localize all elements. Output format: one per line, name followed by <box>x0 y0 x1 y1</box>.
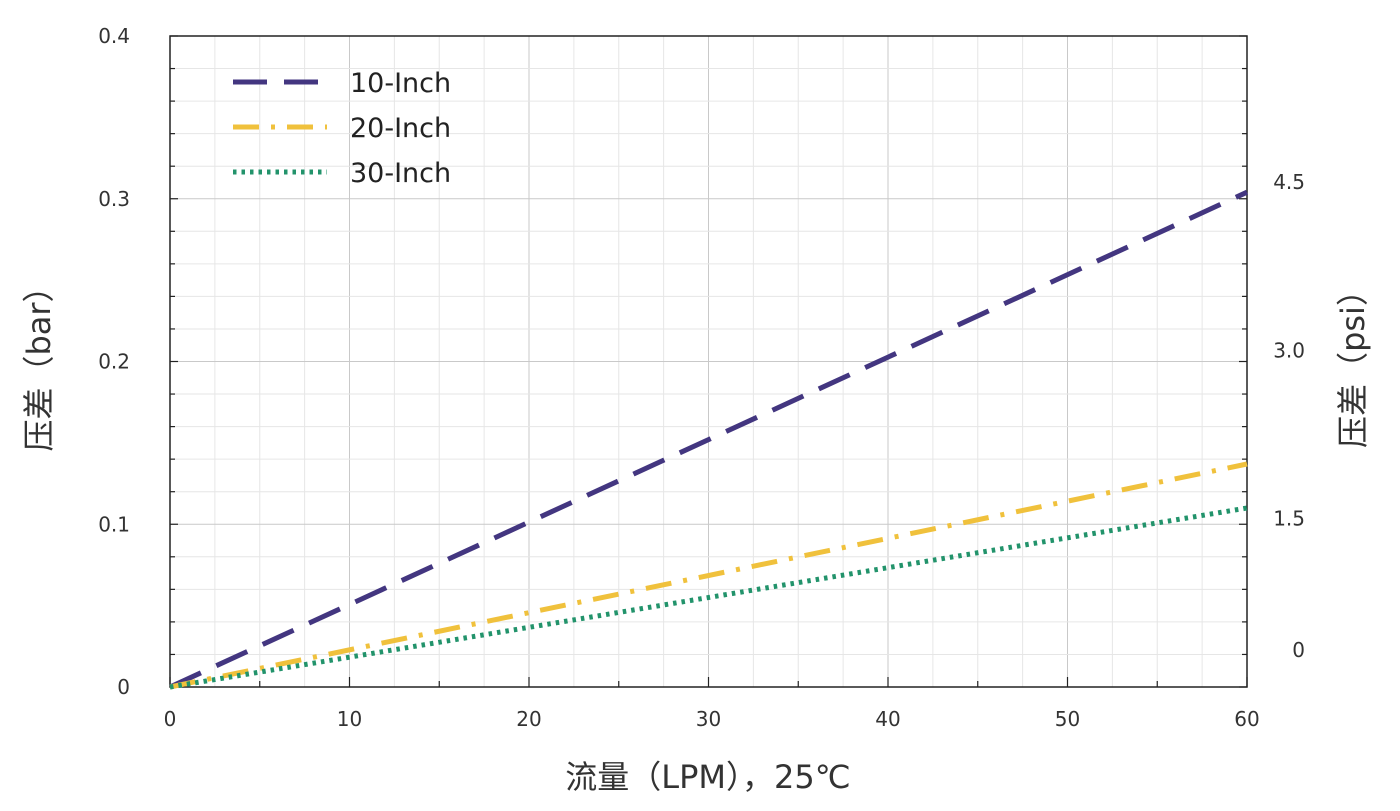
x-axis-title: 流量（LPM），25℃ <box>565 758 850 796</box>
series-line-30-inch <box>169 505 1248 690</box>
x-tick-labels: 0 10 20 30 40 50 60 <box>164 707 1260 731</box>
y-tick-label: 0.2 <box>98 350 130 374</box>
series-line-20-inch <box>169 461 1248 690</box>
x-tick-label: 60 <box>1234 707 1259 731</box>
x-tick-label: 30 <box>696 707 721 731</box>
y-axis-title: 压差（bar） <box>20 270 58 451</box>
y2-tick-label: 1.5 <box>1273 507 1305 531</box>
grid <box>169 35 1248 688</box>
series-line-10-inch <box>168 189 1249 690</box>
y2-tick-label: 0 <box>1292 638 1305 662</box>
legend-label-30-inch: 30-Inch <box>350 158 451 189</box>
x-tick-label: 40 <box>875 707 900 731</box>
legend: 10-Inch 20-Inch 30-Inch <box>233 68 451 189</box>
tick-marks <box>169 35 1248 688</box>
y-tick-label: 0.3 <box>98 187 130 211</box>
x-tick-label: 0 <box>164 707 177 731</box>
x-tick-label: 50 <box>1055 707 1080 731</box>
series-layer <box>168 189 1249 690</box>
y-tick-label: 0 <box>117 675 130 699</box>
x-tick-label: 10 <box>337 707 362 731</box>
y-tick-label: 0.4 <box>98 24 130 48</box>
y-tick-labels: 0 0.1 0.2 0.3 0.4 <box>98 24 130 699</box>
y2-tick-label: 4.5 <box>1273 170 1305 194</box>
y2-axis-title: 压差（psi） <box>1334 274 1372 448</box>
y-tick-label: 0.1 <box>98 512 130 536</box>
x-tick-label: 20 <box>516 707 541 731</box>
y2-tick-labels: 0 1.5 3.0 4.5 <box>1273 170 1305 662</box>
legend-label-10-inch: 10-Inch <box>350 68 451 99</box>
legend-label-20-inch: 20-Inch <box>350 113 451 144</box>
y2-tick-label: 3.0 <box>1273 338 1305 362</box>
